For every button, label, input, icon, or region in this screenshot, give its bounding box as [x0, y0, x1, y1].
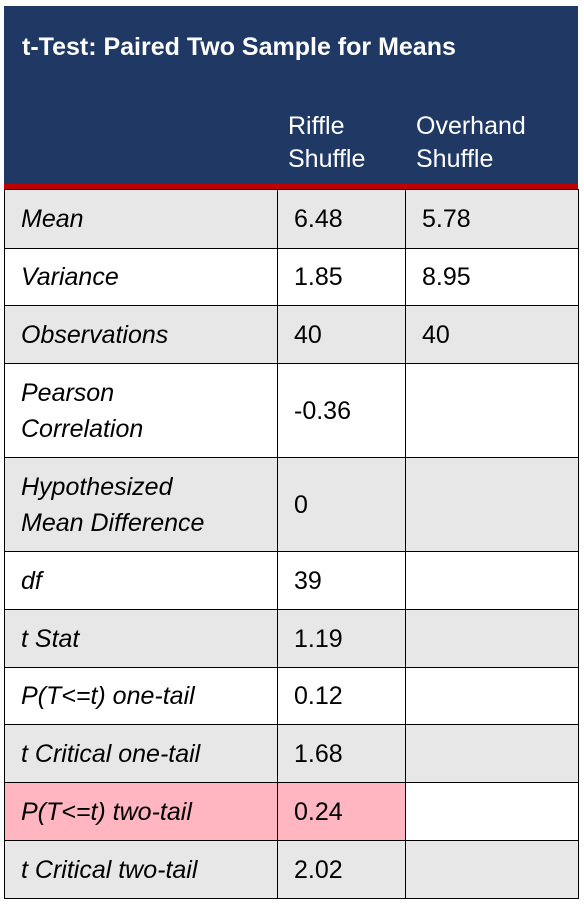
- row-label: t Stat: [4, 609, 278, 668]
- column-header-line: Overhand: [416, 112, 526, 140]
- overhand-value: [405, 551, 579, 610]
- row-label: Pearson Correlation: [4, 363, 278, 458]
- overhand-value: 8.95: [405, 248, 579, 306]
- row-label: t Critical two-tail: [4, 840, 278, 899]
- overhand-value: [405, 609, 579, 668]
- riffle-value: 0.12: [277, 667, 406, 725]
- column-header-line: Shuffle: [288, 145, 366, 173]
- riffle-value: 39: [277, 551, 406, 610]
- row-label-line: P(T<=t) two-tail: [21, 797, 192, 826]
- table-header: t-Test: Paired Two Sample for Means Riff…: [4, 6, 578, 184]
- overhand-value: 40: [405, 305, 579, 364]
- table-row: Variance 1.85 8.95: [4, 248, 579, 306]
- row-label-line: df: [21, 566, 42, 595]
- stats-table: Mean 6.48 5.78 Variance 1.85 8.95 Observations…: [4, 189, 579, 899]
- row-label-line: Mean Difference: [21, 508, 205, 537]
- overhand-value: [405, 667, 579, 725]
- row-label: Hypothesized Mean Difference: [4, 457, 278, 552]
- row-label-line: Observations: [21, 320, 169, 349]
- row-label-line: Variance: [21, 263, 119, 291]
- riffle-value: 6.48: [277, 189, 406, 249]
- row-label-line: t Stat: [21, 624, 80, 653]
- row-label-line: Pearson: [21, 378, 115, 407]
- column-header-line: Riffle: [288, 112, 345, 140]
- riffle-value: 0.24: [277, 782, 406, 841]
- row-label: Mean: [4, 189, 278, 249]
- row-label-line: t Critical one-tail: [21, 739, 201, 768]
- overhand-value: [405, 782, 579, 841]
- table-row: P(T<=t) one-tail 0.12: [4, 667, 579, 725]
- riffle-value: -0.36: [277, 363, 406, 458]
- column-header-overhand: Overhand Shuffle: [416, 110, 526, 176]
- row-label-line: Hypothesized: [21, 472, 173, 501]
- column-header-riffle: Riffle Shuffle: [288, 110, 365, 176]
- row-label: df: [4, 551, 278, 610]
- row-label-line: Mean: [21, 205, 84, 233]
- header-divider: [4, 184, 578, 189]
- table-row: t Stat 1.19: [4, 609, 579, 668]
- table-row: P(T<=t) two-tail 0.24: [4, 782, 579, 841]
- table-row: Mean 6.48 5.78: [4, 189, 579, 249]
- riffle-value: 1.19: [277, 609, 406, 668]
- table-row: t Critical two-tail 2.02: [4, 840, 579, 899]
- overhand-value: 5.78: [405, 189, 579, 249]
- riffle-value: 1.68: [277, 724, 406, 783]
- riffle-value: 40: [277, 305, 406, 364]
- overhand-value: [405, 457, 579, 552]
- table-row: Hypothesized Mean Difference 0: [4, 457, 579, 552]
- riffle-value: 1.85: [277, 248, 406, 306]
- overhand-value: [405, 724, 579, 783]
- table-title: t-Test: Paired Two Sample for Means: [22, 33, 456, 61]
- table-row: Observations 40 40: [4, 305, 579, 364]
- table-row: t Critical one-tail 1.68: [4, 724, 579, 783]
- row-label-line: P(T<=t) one-tail: [21, 682, 195, 710]
- overhand-value: [405, 363, 579, 458]
- row-label: Observations: [4, 305, 278, 364]
- row-label-line: t Critical two-tail: [21, 855, 198, 884]
- row-label: Variance: [4, 248, 278, 306]
- row-label: P(T<=t) one-tail: [4, 667, 278, 725]
- riffle-value: 0: [277, 457, 406, 552]
- overhand-value: [405, 840, 579, 899]
- column-header-line: Shuffle: [416, 145, 494, 173]
- row-label-line: Correlation: [21, 414, 144, 443]
- table-row: Pearson Correlation -0.36: [4, 363, 579, 458]
- row-label: P(T<=t) two-tail: [4, 782, 278, 841]
- riffle-value: 2.02: [277, 840, 406, 899]
- row-label: t Critical one-tail: [4, 724, 278, 783]
- table-row: df 39: [4, 551, 579, 610]
